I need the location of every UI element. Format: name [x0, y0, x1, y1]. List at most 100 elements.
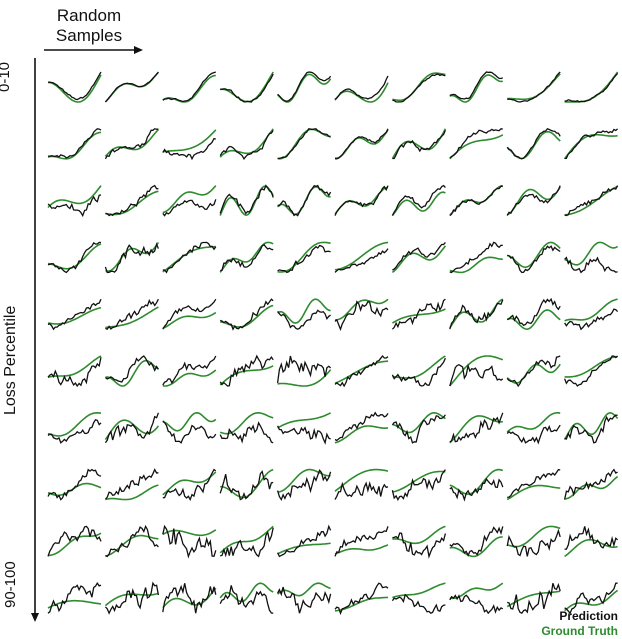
ground-truth-line [219, 525, 274, 554]
prediction-line [104, 581, 160, 615]
cell-r4-c3 [162, 241, 217, 274]
prediction-line [506, 528, 561, 557]
prediction-line [391, 414, 446, 444]
ground-truth-line [162, 369, 217, 387]
ground-truth-line [449, 74, 503, 103]
ground-truth-line [334, 360, 389, 384]
prediction-line [449, 412, 504, 443]
prediction-line [507, 582, 561, 615]
ground-truth-line [449, 536, 503, 558]
prediction-line [392, 130, 446, 160]
ground-truth-line [564, 589, 619, 612]
cell-r9-c8 [449, 526, 504, 558]
cell-r7-c10 [563, 411, 619, 444]
prediction-line [47, 71, 102, 101]
prediction-line [391, 593, 446, 614]
ground-truth-line [507, 73, 561, 101]
ground-truth-line [334, 596, 389, 612]
prediction-line [162, 137, 216, 161]
ground-truth-line [449, 256, 503, 274]
prediction-line [104, 128, 159, 160]
cell-r2-c1 [47, 128, 102, 160]
prediction-line [334, 354, 389, 388]
cell-r3-c8 [449, 184, 503, 217]
cell-r7-c8 [449, 412, 504, 444]
prediction-line [162, 468, 217, 502]
cell-r9-c10 [564, 526, 619, 558]
cell-r10-c4 [219, 582, 274, 614]
cell-r8-c10 [563, 468, 619, 500]
ground-truth-line [47, 185, 102, 209]
cell-r10-c6 [334, 582, 389, 616]
cell-r10-c9 [506, 582, 561, 615]
prediction-line [162, 298, 217, 330]
cell-r1-c1 [47, 71, 102, 103]
cell-r6-c4 [219, 354, 274, 387]
ground-truth-line [104, 71, 160, 103]
legend-prediction: Prediction [559, 609, 618, 623]
prediction-line [104, 355, 159, 383]
ground-truth-line [563, 133, 618, 160]
cell-r5-c6 [334, 298, 389, 332]
cell-r8-c2 [104, 468, 159, 501]
prediction-line [276, 469, 332, 502]
prediction-line [47, 128, 102, 159]
cell-r9-c4 [219, 525, 274, 558]
cell-r5-c3 [162, 298, 217, 330]
prediction-line [506, 355, 561, 388]
x-axis-title-line1: Random [56, 6, 122, 25]
prediction-line [391, 469, 446, 501]
prediction-line [449, 477, 504, 502]
cell-r6-c5 [276, 355, 332, 387]
prediction-line [334, 480, 389, 500]
prediction-line [220, 527, 274, 558]
row-label-top: 0-10 [0, 61, 13, 92]
ground-truth-line [277, 582, 331, 597]
cell-r7-c5 [277, 412, 331, 445]
cell-r10-c7 [391, 582, 446, 614]
prediction-line [449, 526, 504, 557]
ground-truth-line [162, 245, 216, 273]
cell-r5-c9 [506, 297, 561, 331]
prediction-line [507, 245, 561, 274]
ground-truth-line [162, 74, 216, 103]
ground-truth-line [162, 411, 217, 432]
cell-r3-c9 [506, 185, 561, 216]
prediction-line [507, 468, 561, 499]
ground-truth-line [334, 186, 389, 215]
ground-truth-line [506, 186, 561, 216]
cell-r8-c6 [334, 468, 389, 500]
ground-truth-line [392, 525, 446, 545]
prediction-line [47, 525, 102, 557]
ground-truth-line [219, 241, 274, 273]
ground-truth-line [104, 128, 159, 157]
prediction-line [276, 355, 332, 383]
cell-r5-c4 [219, 298, 274, 331]
prediction-line [277, 128, 331, 160]
prediction-line [506, 128, 561, 160]
prediction-line [219, 354, 274, 387]
prediction-line [506, 297, 561, 327]
prediction-line [334, 75, 389, 100]
ground-truth-line [392, 470, 446, 493]
ground-truth-line [277, 73, 332, 103]
ground-truth-line [47, 599, 102, 609]
cell-r2-c8 [449, 128, 504, 160]
ground-truth-line [47, 243, 102, 270]
prediction-line [219, 585, 274, 614]
cell-r2-c3 [162, 129, 217, 161]
ground-truth-line [564, 71, 619, 103]
cell-r2-c10 [563, 128, 619, 160]
cell-r6-c3 [162, 355, 217, 387]
prediction-line [564, 185, 619, 217]
prediction-line [392, 73, 446, 103]
cell-r7-c1 [47, 411, 102, 444]
cell-r1-c6 [334, 75, 389, 103]
cell-r5-c2 [105, 298, 159, 331]
prediction-line [506, 424, 561, 445]
prediction-line [220, 73, 274, 103]
prediction-line [506, 185, 561, 216]
cell-r7-c7 [391, 411, 446, 444]
prediction-line [162, 241, 217, 274]
